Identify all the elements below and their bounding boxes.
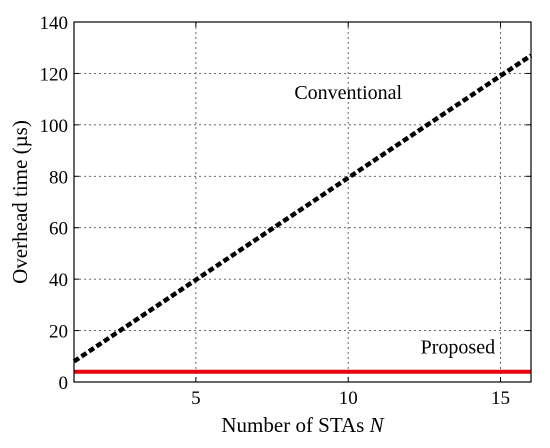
x-tick-label: 10 — [339, 388, 358, 409]
x-tick-label: 5 — [191, 388, 201, 409]
series-lines — [72, 53, 533, 374]
y-tick-label: 20 — [49, 322, 68, 343]
annotation-conventional: Conventional — [294, 82, 402, 104]
annotations: Conventional Proposed — [294, 82, 495, 359]
series-conventional-line — [72, 53, 533, 364]
grid-lines — [74, 22, 531, 382]
y-tick-label: 80 — [49, 167, 68, 188]
plot-frame — [73, 21, 532, 383]
y-axis-label: Overhead time (µs) — [8, 120, 32, 284]
x-axis-label-variable: N — [369, 413, 385, 437]
x-tick-labels: 5 10 15 — [191, 22, 510, 409]
annotation-proposed: Proposed — [421, 337, 495, 359]
x-tick-label: 15 — [491, 388, 510, 409]
y-tick-label: 140 — [40, 13, 69, 34]
y-tick-label: 0 — [59, 373, 69, 394]
y-tick-labels: 0 20 40 60 80 100 120 140 — [40, 13, 531, 394]
y-tick-label: 60 — [49, 219, 68, 240]
y-tick-label: 100 — [40, 116, 69, 137]
y-tick-label: 120 — [40, 64, 69, 85]
x-axis-label-text: Number of STAs — [221, 413, 369, 437]
y-tick-label: 40 — [49, 270, 68, 291]
x-axis-label: Number of STAs N — [221, 413, 384, 437]
